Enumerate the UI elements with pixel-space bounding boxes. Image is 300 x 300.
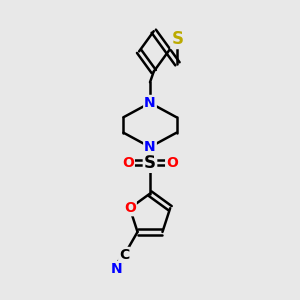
Text: N: N [110,262,122,276]
Text: C: C [119,248,129,262]
Text: O: O [166,156,178,170]
Text: N: N [144,96,156,110]
Text: S: S [172,30,184,48]
Text: O: O [122,156,134,170]
Text: O: O [124,201,136,215]
Text: N: N [144,140,156,154]
Text: S: S [144,154,156,172]
